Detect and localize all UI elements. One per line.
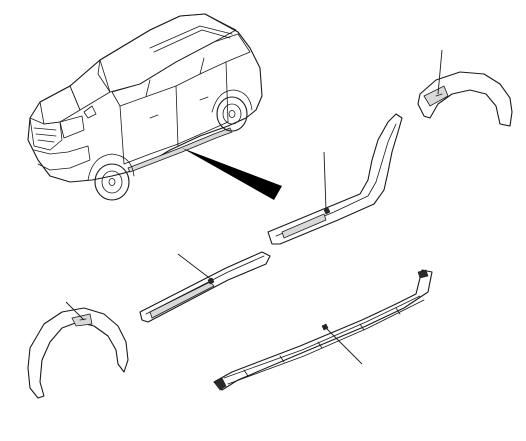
rear-door-molding xyxy=(267,113,403,245)
vehicle-illustration xyxy=(27,13,263,201)
callout-line-front-arch xyxy=(65,301,85,321)
view-pointer xyxy=(182,148,282,200)
side-sill-molding xyxy=(213,269,433,391)
callout-line-rear-arch xyxy=(437,49,443,95)
front-wheel-arch-molding xyxy=(27,307,129,399)
rear-wheel-arch-molding xyxy=(417,71,513,127)
callout-line-rear-door xyxy=(323,151,327,211)
callout-line-front-door xyxy=(177,253,213,281)
callout-line-side-sill xyxy=(323,325,363,365)
front-door-molding xyxy=(139,251,271,323)
